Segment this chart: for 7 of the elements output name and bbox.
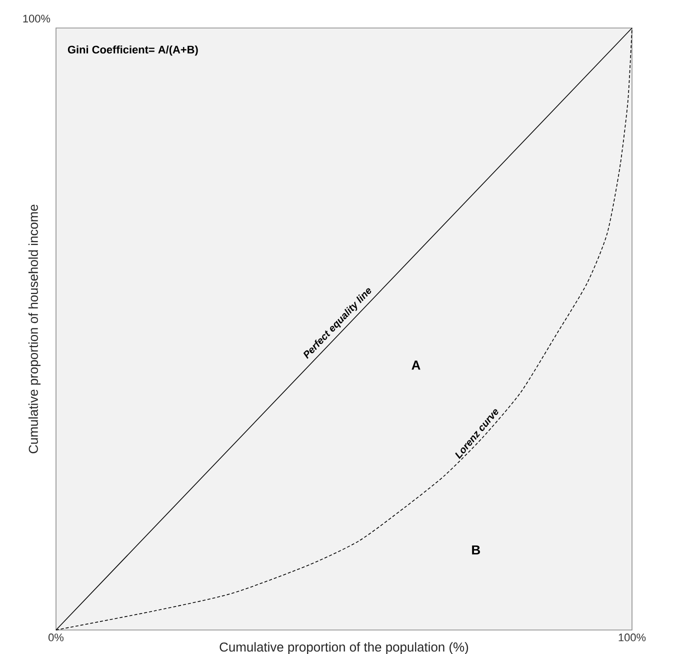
annotation: B — [472, 545, 480, 554]
annotation: Gini Coefficient= A/(A+B) — [68, 45, 198, 56]
text: 100% — [23, 14, 50, 22]
y-axis-title: Cumulative proportion of household income — [28, 204, 41, 454]
x-tick-label: 0% — [48, 634, 64, 642]
annotation: A — [412, 360, 420, 370]
x-axis-title: Cumulative proportion of the population (%) — [220, 642, 468, 654]
